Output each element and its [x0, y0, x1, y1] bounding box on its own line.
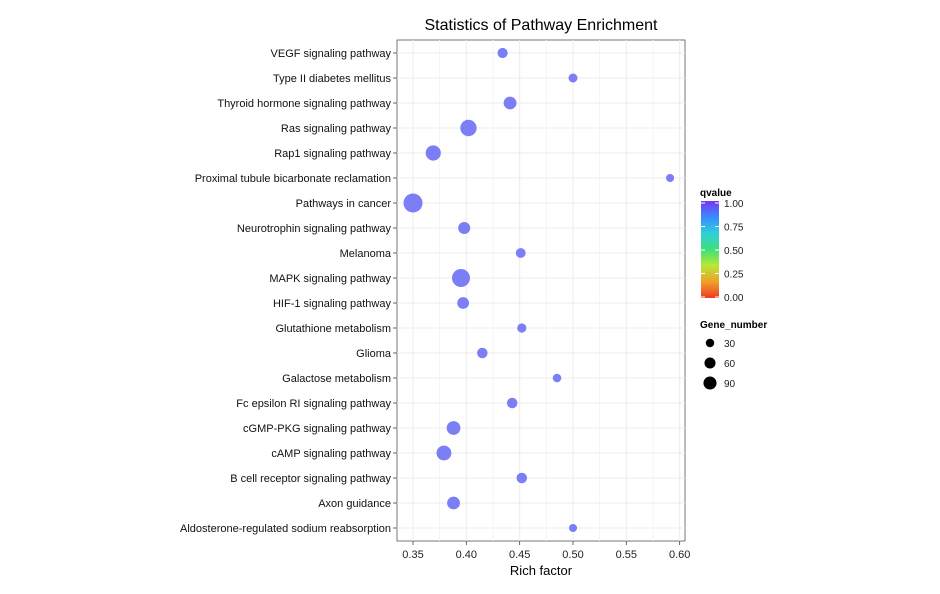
- y-tick-label: cGMP-PKG signaling pathway: [243, 423, 391, 435]
- qvalue-colorbar: [701, 201, 719, 298]
- size-legend-label: 60: [724, 359, 736, 370]
- data-point: [446, 421, 461, 435]
- y-tick-labels: VEGF signaling pathway Type II diabetes m…: [180, 48, 397, 535]
- data-point: [503, 96, 517, 110]
- x-tick-labels: 0.35 0.40 0.45 0.50 0.55 0.60: [402, 541, 690, 561]
- data-point: [451, 268, 471, 288]
- qvalue-tick-label: 0.25: [724, 270, 744, 281]
- y-tick-label: Type II diabetes mellitus: [273, 73, 392, 85]
- data-points: [403, 47, 675, 533]
- y-tick-label: Axon guidance: [318, 498, 391, 510]
- y-tick-label: HIF-1 signaling pathway: [273, 298, 392, 310]
- data-point: [506, 397, 518, 409]
- qvalue-tick-label: 0.50: [724, 246, 744, 257]
- y-tick-label: Rap1 signaling pathway: [274, 148, 391, 160]
- qvalue-tick-label: 1.00: [724, 199, 744, 210]
- y-tick-label: Aldosterone-regulated sodium reabsorptio…: [180, 523, 391, 535]
- size-legend-dot: [705, 338, 715, 348]
- y-tick-label: Melanoma: [340, 248, 392, 260]
- size-legend-dot: [704, 357, 716, 369]
- data-point: [403, 193, 423, 213]
- data-point: [517, 323, 527, 333]
- data-point: [666, 173, 675, 183]
- data-point: [477, 347, 488, 359]
- x-tick-label: 0.50: [562, 549, 583, 561]
- qvalue-legend-ticks: 1.00 0.75 0.50 0.25 0.00: [701, 199, 744, 304]
- data-point: [458, 221, 471, 235]
- gene-number-legend-items: 30 60 90: [703, 338, 736, 390]
- data-point: [515, 248, 526, 258]
- data-point: [425, 145, 441, 161]
- data-point: [552, 373, 562, 383]
- qvalue-tick-label: 0.75: [724, 223, 744, 234]
- y-tick-label: B cell receptor signaling pathway: [230, 473, 391, 485]
- y-tick-label: VEGF signaling pathway: [271, 48, 392, 60]
- data-point: [436, 445, 452, 461]
- data-point: [516, 472, 528, 484]
- y-tick-label: Neurotrophin signaling pathway: [237, 223, 392, 235]
- data-point: [568, 73, 578, 83]
- data-point: [460, 119, 477, 137]
- qvalue-tick-label: 0.00: [724, 293, 744, 304]
- y-tick-label: Ras signaling pathway: [281, 123, 392, 135]
- x-tick-label: 0.45: [509, 549, 530, 561]
- data-point: [497, 47, 508, 59]
- y-tick-label: Fc epsilon RI signaling pathway: [236, 398, 391, 410]
- y-tick-label: cAMP signaling pathway: [271, 448, 391, 460]
- data-point: [447, 496, 460, 510]
- qvalue-legend-title: qvalue: [700, 188, 732, 199]
- y-tick-label: Galactose metabolism: [282, 373, 391, 385]
- x-tick-label: 0.60: [669, 549, 690, 561]
- y-tick-label: Glutathione metabolism: [275, 323, 391, 335]
- y-tick-label: Thyroid hormone signaling pathway: [217, 98, 391, 110]
- grid-lines: [397, 40, 685, 541]
- gene-number-legend-title: Gene_number: [700, 320, 767, 331]
- data-point: [457, 297, 470, 309]
- y-tick-label: Glioma: [356, 348, 392, 360]
- plot-panel: [396, 39, 686, 542]
- x-tick-label: 0.55: [616, 549, 637, 561]
- x-tick-label: 0.40: [456, 549, 477, 561]
- y-tick-label: Pathways in cancer: [296, 198, 392, 210]
- chart-title: Statistics of Pathway Enrichment: [425, 17, 659, 34]
- size-legend-dot: [703, 376, 717, 390]
- y-tick-label: Proximal tubule bicarbonate reclamation: [195, 173, 391, 185]
- y-tick-label: MAPK signaling pathway: [269, 273, 391, 285]
- x-tick-label: 0.35: [402, 549, 423, 561]
- size-legend-label: 30: [724, 339, 736, 350]
- size-legend-label: 90: [724, 379, 736, 390]
- data-point: [568, 523, 578, 533]
- x-axis-label: Rich factor: [510, 563, 573, 578]
